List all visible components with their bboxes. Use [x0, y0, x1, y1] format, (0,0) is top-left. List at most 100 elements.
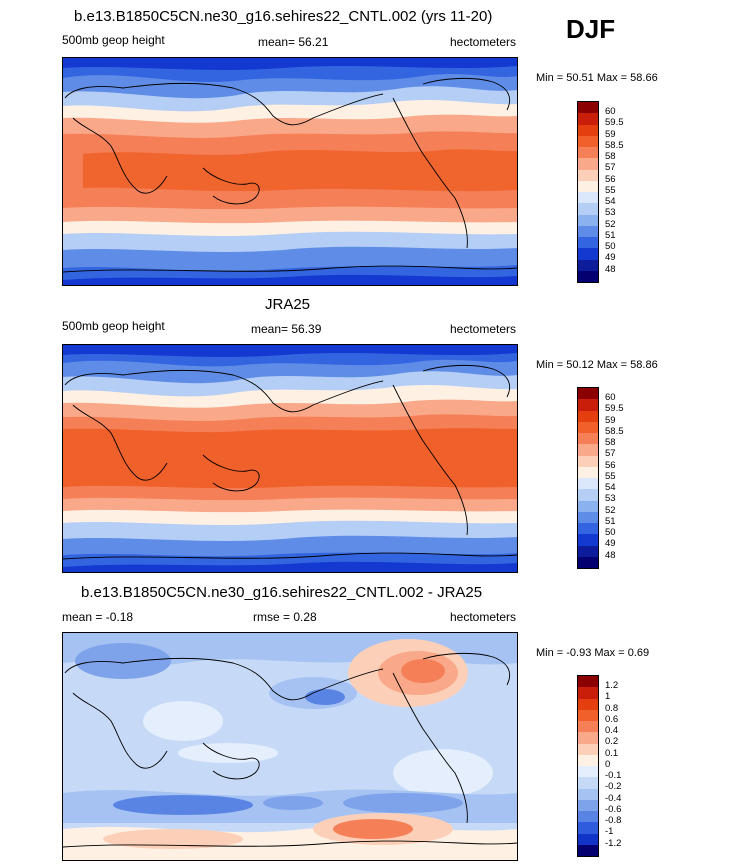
panel2-colorbar-swatches: [577, 387, 599, 569]
panel1-colorbar-swatch: [578, 225, 598, 237]
panel3-colorbar-label: 1: [605, 691, 611, 703]
panel1-colorbar-swatch: [578, 135, 598, 147]
panel1-colorbar-swatch: [578, 270, 598, 282]
panel1-colorbar-swatch: [578, 113, 598, 125]
panel2-colorbar-swatch: [578, 410, 598, 422]
panel2-colorbar-swatch: [578, 399, 598, 411]
panel3-colorbar-swatch: [578, 698, 598, 710]
panel1-colorbar-label: 50: [605, 241, 616, 252]
panel3-title: b.e13.B1850C5CN.ne30_g16.sehires22_CNTL.…: [81, 584, 483, 601]
panel3-colorbar-label: -1.2: [605, 837, 622, 849]
panel3-units-label: hectometers: [450, 610, 517, 624]
panel2-colorbar-swatch: [578, 511, 598, 523]
panel3-colorbar-label: -0.8: [605, 815, 622, 826]
panel2-mean-label: mean= 56.39: [251, 322, 322, 336]
panel1-colorbar-swatch: [578, 192, 598, 204]
panel1-map: [62, 57, 518, 286]
panel1-colorbar-swatch: [578, 259, 598, 271]
panel3-minmax-label: Min = -0.93 Max = 0.69: [536, 647, 650, 659]
panel3-colorbar-swatch: [578, 822, 598, 834]
panel1-colorbar-swatch: [578, 124, 598, 136]
panel3-colorbar-label: -1: [605, 826, 614, 838]
panel3-colorbar-swatch: [578, 743, 598, 755]
panel2-colorbar-swatch: [578, 478, 598, 490]
panel2-colorbar-swatch: [578, 433, 598, 445]
panel2-variable-label: 500mb geop height: [62, 319, 165, 333]
panel2-colorbar-label: 57: [605, 448, 616, 460]
panel2-colorbar-swatch: [578, 421, 598, 433]
panel1-mean-label: mean= 56.21: [258, 35, 329, 49]
season-label: DJF: [566, 14, 616, 44]
panel2-colorbar-swatch: [578, 523, 598, 535]
panel1-colorbar-label: 60: [605, 106, 616, 117]
panel1-colorbar-label: 56: [605, 173, 616, 185]
panel3-colorbar-swatch: [578, 721, 598, 733]
panel2-map-graphic: [63, 345, 517, 572]
panel1-colorbar-swatch: [578, 169, 598, 181]
panel1-colorbar-swatch: [578, 214, 598, 226]
panel3-colorbar-swatch: [578, 811, 598, 823]
panel3-colorbar-label: 0.2: [605, 736, 619, 748]
panel3-colorbar-label: 0.8: [605, 702, 619, 714]
panel3-colorbar-swatch: [578, 777, 598, 789]
panel2-colorbar-label: 49: [605, 538, 616, 550]
panel3-colorbar-label: -0.2: [605, 781, 622, 793]
panel2-colorbar-label: 60: [605, 392, 616, 403]
panel2-map: [62, 344, 518, 573]
panel1-colorbar-swatches: [577, 101, 599, 283]
panel2-colorbar-label: 51: [605, 515, 616, 527]
panel1-colorbar-label: 58.5: [605, 139, 624, 151]
panel1-colorbar-swatch: [578, 180, 598, 192]
panel1-colorbar-label: 53: [605, 207, 616, 219]
panel1-colorbar-label: 49: [605, 252, 616, 264]
panel2-colorbar-label: 55: [605, 470, 616, 482]
panel2-colorbar-swatch: [578, 534, 598, 546]
panel2-colorbar-swatch: [578, 466, 598, 478]
panel1-colorbar-swatch: [578, 237, 598, 249]
panel3-colorbar-swatch: [578, 709, 598, 721]
panel1-title: b.e13.B1850C5CN.ne30_g16.sehires22_CNTL.…: [74, 8, 493, 25]
panel3-colorbar-swatch: [578, 833, 598, 845]
panel1-colorbar-label: 58: [605, 151, 616, 162]
panel1-colorbar-label: 51: [605, 229, 616, 241]
panel3-colorbar-label: -0.6: [605, 803, 622, 815]
panel1-colorbar-label: 59.5: [605, 117, 624, 129]
panel3-colorbar-swatch: [578, 766, 598, 778]
panel3-colorbar-swatch: [578, 754, 598, 766]
panel2-colorbar-label: 53: [605, 493, 616, 505]
panel1-colorbar-swatch: [578, 203, 598, 215]
panel1-colorbar-swatch: [578, 158, 598, 170]
panel3-colorbar-swatches: [577, 675, 599, 857]
panel3-colorbar-swatch: [578, 799, 598, 811]
panel3-colorbar-swatch: [578, 844, 598, 856]
panel3-mean-label: mean = -0.18: [62, 610, 134, 624]
panel3-colorbar-label: -0.4: [605, 792, 622, 804]
panel2-colorbar-label: 48: [605, 549, 616, 561]
panel1-map-graphic: [63, 58, 517, 285]
panel1-colorbar-label: 48: [605, 263, 616, 275]
panel1-colorbar-label: 55: [605, 184, 616, 196]
panel1-colorbar-label: 54: [605, 196, 616, 207]
panel3-colorbar-label: 0: [605, 758, 611, 770]
panel1-colorbar-label: 59: [605, 128, 616, 140]
panel3-colorbar-swatch: [578, 788, 598, 800]
panel3-colorbar-swatch: [578, 676, 598, 688]
panel2-colorbar-label: 58.5: [605, 425, 624, 437]
panel2-colorbar-label: 54: [605, 482, 616, 493]
panel3-colorbar-swatch: [578, 732, 598, 744]
panel2-colorbar-label: 56: [605, 459, 616, 471]
panel1-colorbar-swatch: [578, 102, 598, 114]
panel1-colorbar-label: 52: [605, 218, 616, 230]
panel3-colorbar-label: 0.6: [605, 713, 619, 725]
panel1-minmax-label: Min = 50.51 Max = 58.66: [536, 72, 658, 84]
panel2-colorbar-label: 50: [605, 527, 616, 538]
panel2-minmax-label: Min = 50.12 Max = 58.86: [536, 359, 658, 371]
panel3-map: [62, 632, 518, 861]
panel2-colorbar-swatch: [578, 545, 598, 557]
panel2-title: JRA25: [265, 296, 311, 313]
panel2-colorbar-swatch: [578, 388, 598, 400]
panel2-units-label: hectometers: [450, 322, 517, 336]
panel1-variable-label: 500mb geop height: [62, 33, 165, 47]
panel1-colorbar-swatch: [578, 147, 598, 159]
panel3-rmse-label: rmse = 0.28: [253, 610, 317, 624]
